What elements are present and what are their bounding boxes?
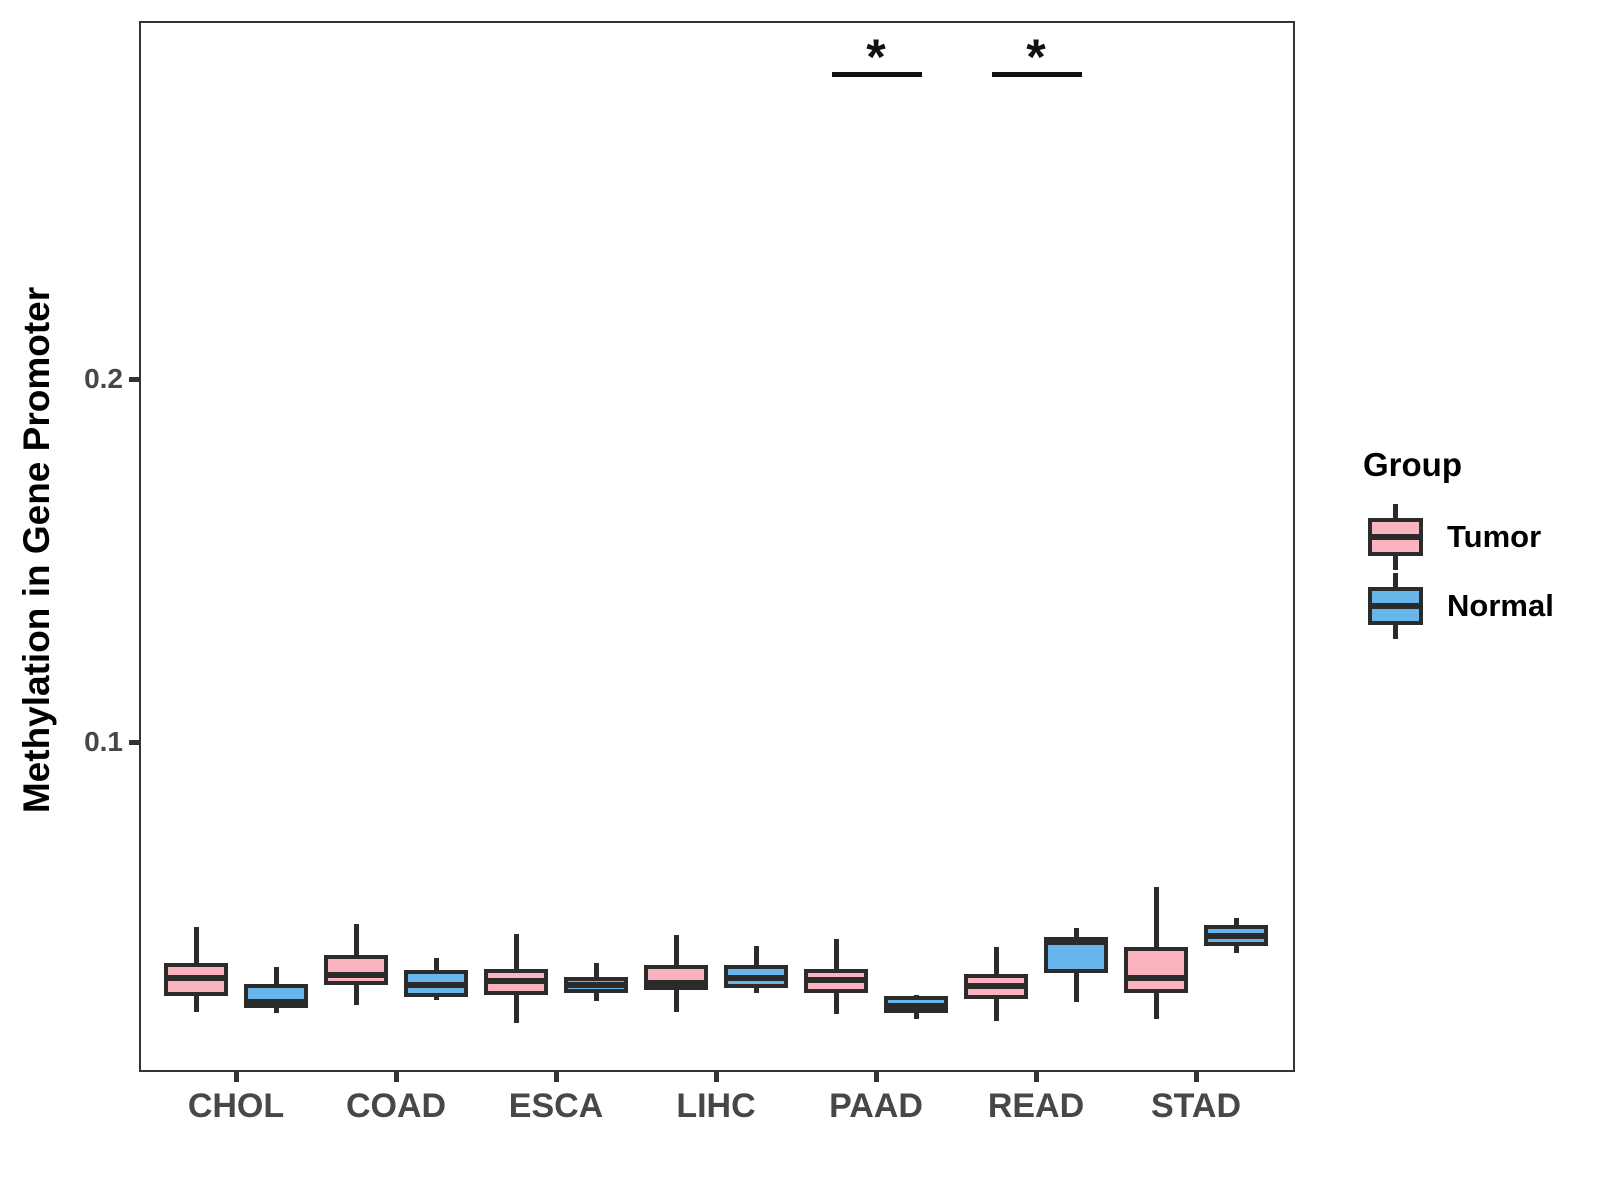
x-tick-STAD xyxy=(1194,1072,1199,1082)
boxplot-PAAD-normal-median xyxy=(884,1003,948,1010)
sig-star-READ: * xyxy=(1026,29,1046,85)
x-tick-label-COAD: COAD xyxy=(345,1087,447,1125)
boxplot-READ-tumor-median xyxy=(964,982,1028,989)
boxplot-LIHC-normal-median xyxy=(724,974,788,981)
x-tick-LIHC xyxy=(714,1072,719,1082)
boxplot-LIHC-tumor-median xyxy=(644,980,708,987)
sig-bar-READ xyxy=(992,72,1082,77)
x-tick-label-READ: READ xyxy=(987,1087,1085,1125)
legend-item-normal-glyph-median xyxy=(1368,603,1423,609)
boxplot-CHOL-tumor-median xyxy=(164,974,228,981)
y-tick-0.2 xyxy=(129,377,140,382)
y-tick-label-0.2: 0.2 xyxy=(84,363,123,394)
x-tick-COAD xyxy=(394,1072,399,1082)
sig-bar-PAAD xyxy=(832,72,922,77)
boxplot-COAD-tumor-median xyxy=(324,972,388,979)
x-tick-label-STAD: STAD xyxy=(1150,1087,1242,1125)
y-tick-0.1 xyxy=(129,740,140,745)
boxplot-COAD-tumor-box xyxy=(324,955,388,985)
boxplot-STAD-normal-median xyxy=(1204,932,1268,939)
legend-item-normal-label: Normal xyxy=(1447,588,1554,623)
x-tick-PAAD xyxy=(874,1072,879,1082)
boxplot-READ-normal-median xyxy=(1044,939,1108,945)
x-tick-READ xyxy=(1034,1072,1039,1082)
sig-star-PAAD: * xyxy=(866,29,886,85)
boxplot-COAD-normal-median xyxy=(404,981,468,988)
x-tick-label-ESCA: ESCA xyxy=(508,1087,604,1125)
x-tick-label-LIHC: LIHC xyxy=(676,1087,756,1125)
boxplot-STAD-tumor-box xyxy=(1124,947,1188,993)
plot-panel xyxy=(139,21,1295,1072)
boxplot-ESCA-tumor-median xyxy=(484,977,548,984)
x-tick-CHOL xyxy=(234,1072,239,1082)
x-tick-ESCA xyxy=(554,1072,559,1082)
boxplot-LIHC-tumor-box xyxy=(644,964,708,990)
boxplot-ESCA-normal-median xyxy=(564,981,628,988)
legend-item-tumor-label: Tumor xyxy=(1447,519,1542,554)
legend-title: Group xyxy=(1363,446,1462,483)
x-tick-label-CHOL: CHOL xyxy=(187,1087,285,1125)
boxplot-CHOL-normal-median xyxy=(244,998,308,1005)
boxplot-STAD-tumor-median xyxy=(1124,974,1188,981)
boxplot-PAAD-tumor-median xyxy=(804,977,868,984)
y-tick-label-0.1: 0.1 xyxy=(84,726,123,757)
x-tick-label-PAAD: PAAD xyxy=(829,1087,923,1125)
legend-item-tumor-glyph-median xyxy=(1368,534,1423,540)
